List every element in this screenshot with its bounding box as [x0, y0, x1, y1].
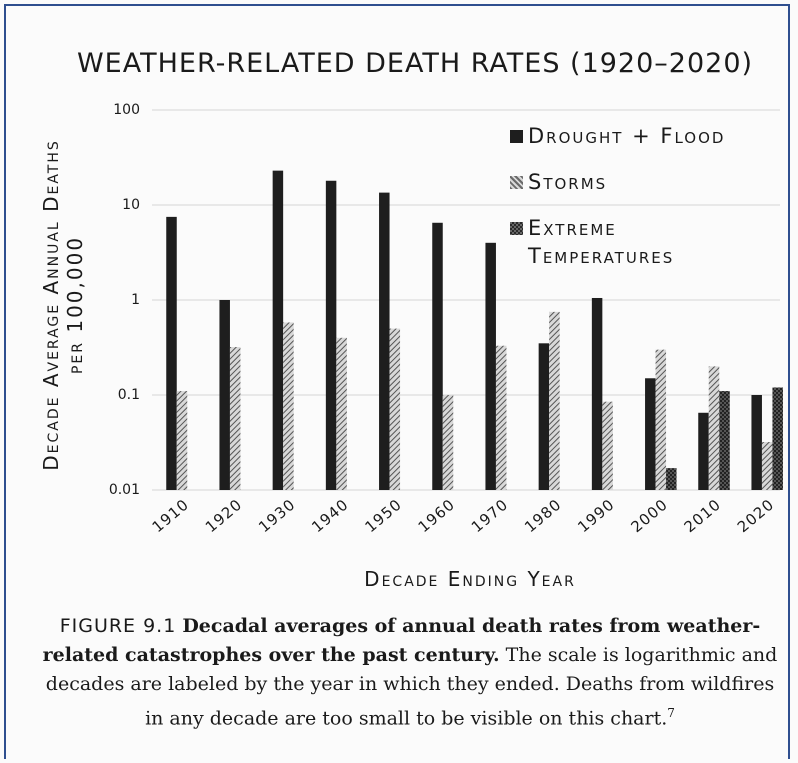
x-tick-label: 1980: [521, 495, 565, 536]
bar: [219, 300, 230, 490]
bar: [495, 345, 507, 490]
x-tick-label: 2000: [627, 495, 671, 536]
x-tick-label: 2020: [734, 495, 778, 536]
bar: [602, 401, 613, 490]
legend-item: Extreme Temperatures: [510, 214, 748, 270]
legend-label: Storms: [528, 170, 608, 194]
y-axis-label: Decade Average Annual Deaths: [39, 139, 63, 471]
x-tick-label: 1950: [361, 495, 405, 536]
chart-title: WEATHER-RELATED DEATH RATES (1920–2020): [77, 48, 753, 79]
x-tick-label: 1920: [202, 495, 246, 536]
bar: [645, 378, 656, 490]
caption: FIGURE 9.1 Decadal averages of annual dea…: [40, 612, 780, 733]
legend-swatch: [510, 130, 523, 143]
bar: [772, 387, 783, 490]
legend-swatch: [510, 176, 523, 189]
bar: [283, 322, 294, 490]
bar: [432, 222, 443, 490]
bar: [591, 297, 603, 490]
bar: [538, 343, 550, 490]
bar: [655, 349, 667, 490]
bar: [272, 170, 284, 490]
figure-label: FIGURE 9.1: [59, 615, 177, 637]
y-axis-label: per 100,000: [63, 236, 87, 374]
x-tick-label: 2010: [681, 495, 725, 536]
footnote-ref: 7: [667, 706, 675, 720]
bar: [708, 366, 720, 490]
bar: [761, 442, 773, 490]
legend-label: Extreme Temperatures: [528, 216, 675, 268]
bar: [666, 468, 677, 490]
y-tick-label: 1: [131, 292, 140, 308]
x-tick-label: 1930: [255, 495, 299, 536]
x-tick-label: 1940: [308, 495, 352, 536]
legend-swatch: [510, 222, 523, 235]
caption-text: The scale is logarithmic and decades are…: [45, 644, 778, 730]
bar: [442, 395, 454, 490]
bar: [166, 216, 177, 490]
caption-bold: Decadal averages of annual death rates f…: [42, 615, 761, 666]
bar: [336, 337, 347, 490]
legend-item: Drought + Flood: [510, 122, 780, 150]
x-tick-label: 1970: [468, 495, 512, 536]
bar: [485, 242, 496, 490]
bar: [698, 412, 709, 490]
x-tick-label: 1990: [574, 495, 618, 536]
frame: [4, 4, 790, 759]
bar: [176, 391, 188, 490]
bar: [751, 395, 762, 490]
x-tick-label: 1960: [415, 495, 459, 536]
y-tick-label: 0.01: [109, 482, 140, 498]
y-tick-label: 10: [122, 197, 140, 213]
legend: Drought + Flood Storms Extreme Temperature…: [510, 122, 780, 288]
x-axis-label: Decade Ending Year: [364, 567, 576, 591]
y-tick-label: 0.1: [118, 387, 140, 403]
bar: [229, 347, 241, 490]
bar: [389, 328, 401, 490]
legend-label: Drought + Flood: [528, 124, 726, 148]
x-tick-label: 1910: [149, 495, 193, 536]
bar: [719, 391, 730, 490]
y-tick-label: 100: [113, 102, 140, 118]
bar: [325, 180, 337, 490]
bar: [379, 192, 390, 490]
bar: [549, 311, 560, 490]
legend-item: Storms: [510, 168, 780, 196]
